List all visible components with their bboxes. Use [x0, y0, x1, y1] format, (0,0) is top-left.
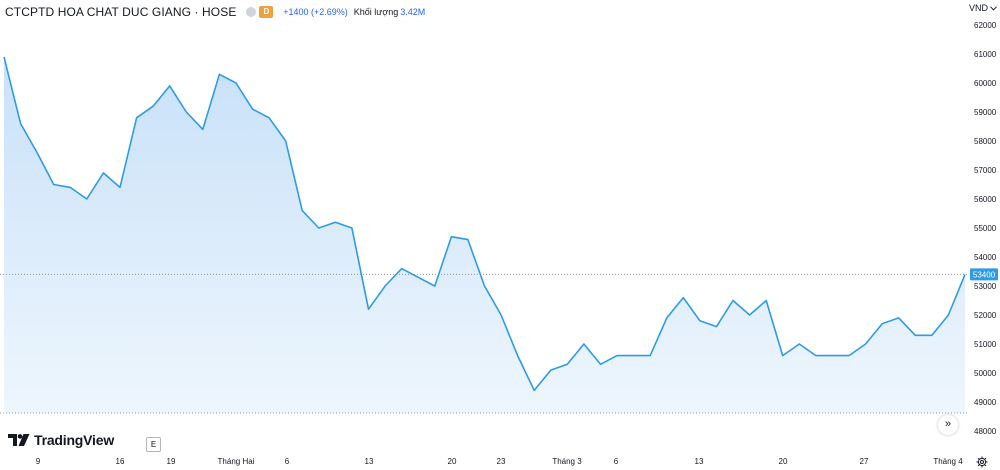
y-tick-label: 55000	[974, 224, 997, 233]
y-tick-label: 56000	[974, 195, 997, 204]
status-dot-icon	[246, 7, 257, 17]
y-tick-label: 59000	[974, 108, 997, 117]
x-tick-label: Tháng 4	[933, 457, 963, 466]
x-tick-label: 13	[695, 457, 704, 466]
y-tick-label: 50000	[974, 369, 997, 378]
y-tick-label: 54000	[974, 253, 997, 262]
y-tick-label: 57000	[974, 166, 997, 175]
y-tick-label: 53000	[974, 282, 997, 291]
volume-label: Khối lượng	[353, 7, 399, 17]
x-tick-label: 6	[614, 457, 619, 466]
y-axis: 48000 49000 50000 51000 52000 53000 54000 55000…	[974, 21, 997, 436]
x-axis: 9 16 19 Tháng Hai 6 13 20 23 Tháng 3 6 13 20 27 Tháng…	[36, 457, 963, 466]
events-button[interactable]: E	[146, 437, 161, 452]
delay-badge: D	[259, 6, 274, 18]
x-tick-label: Tháng 3	[552, 457, 582, 466]
x-tick-label: 13	[365, 457, 374, 466]
y-tick-label: 62000	[974, 21, 997, 30]
y-tick-label: 49000	[974, 398, 997, 407]
chevron-down-icon	[990, 5, 997, 11]
last-price-label-bg	[970, 268, 998, 281]
tradingview-logo-icon	[8, 434, 30, 446]
currency-selector[interactable]: VND	[969, 3, 997, 13]
x-tick-label: 20	[779, 457, 788, 466]
x-tick-label: 23	[497, 457, 506, 466]
symbol-title: CTCPTD HOA CHAT DUC GIANG · HOSE	[5, 5, 237, 19]
x-tick-label: 27	[860, 457, 869, 466]
y-tick-label: 58000	[974, 137, 997, 146]
last-price-label: 53400	[973, 270, 996, 279]
tradingview-logo[interactable]: TradingView	[8, 432, 114, 448]
x-tick-label: 9	[36, 457, 41, 466]
x-tick-label: 19	[167, 457, 176, 466]
y-tick-label: 60000	[974, 79, 997, 88]
y-tick-label: 61000	[974, 50, 997, 59]
y-tick-label: 51000	[974, 340, 997, 349]
price-change: +1400 (+2.69%)	[283, 7, 348, 17]
y-tick-label: 52000	[974, 311, 997, 320]
brand-name: TradingView	[34, 432, 115, 448]
status-badges: D	[246, 6, 274, 18]
settings-gear-icon[interactable]	[976, 456, 988, 468]
x-tick-label: Tháng Hai	[218, 457, 255, 466]
volume-value: 3.42M	[400, 7, 426, 17]
x-tick-label: 16	[116, 457, 125, 466]
y-tick-label: 48000	[974, 427, 997, 436]
scroll-to-realtime-button[interactable]: »	[938, 415, 958, 435]
chart-header: CTCPTD HOA CHAT DUC GIANG · HOSE D +1400…	[5, 3, 425, 21]
price-line	[3, 56, 966, 392]
currency-label: VND	[968, 3, 988, 13]
price-area-fill	[4, 56, 965, 414]
x-tick-label: 6	[285, 457, 290, 466]
x-tick-label: 20	[448, 457, 457, 466]
